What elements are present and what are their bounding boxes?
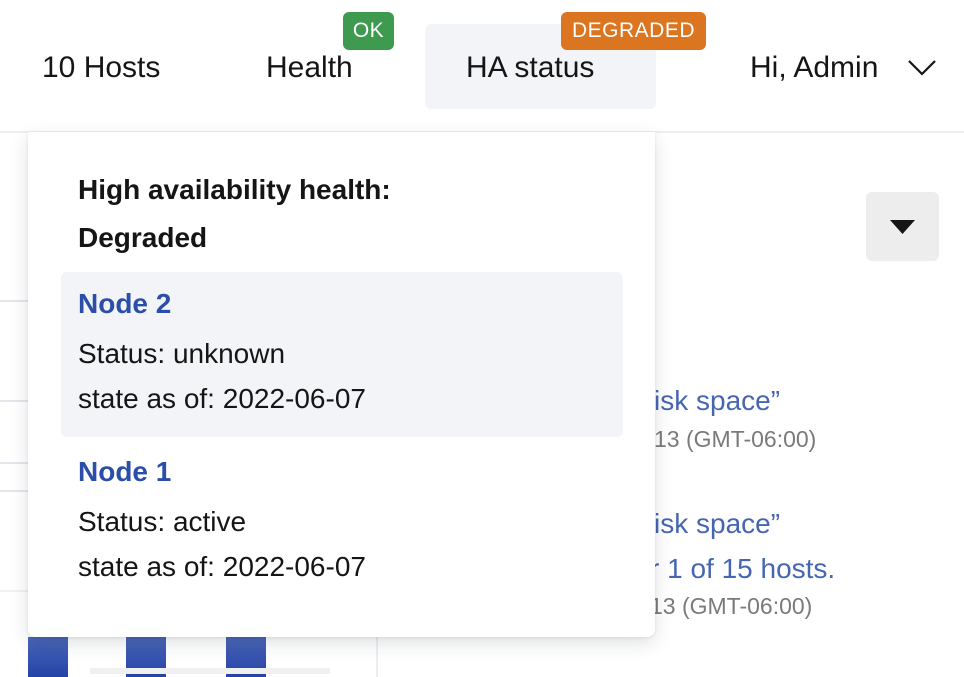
grid-line [0,400,30,402]
node-item-node-1[interactable]: Node 1 Status: active state as of: 2022-… [61,440,623,605]
node-name[interactable]: Node 2 [78,288,172,319]
node-name[interactable]: Node 1 [78,456,172,487]
chart-bar [28,637,68,677]
divider [90,668,330,674]
chevron-down-icon[interactable] [907,58,937,78]
dropdown-button[interactable] [866,192,939,261]
caret-down-icon [890,220,915,234]
health-ok-badge: OK [343,12,394,50]
event-time: 13 (GMT-06:00) [650,593,813,619]
popover-title: High availability health: Degraded [78,166,391,262]
event-link-line2[interactable]: r 1 of 15 hosts. [650,553,836,584]
user-menu-toggle[interactable]: Hi, Admin [750,51,879,84]
grid-line [0,490,30,492]
node-state-date: state as of: 2022-06-07 [78,551,366,582]
popover-title-status: Degraded [78,222,208,253]
node-item-node-2[interactable]: Node 2 Status: unknown state as of: 2022… [61,272,623,437]
node-status: Status: active [78,506,247,537]
event-link[interactable]: isk space” [654,508,781,539]
tab-health[interactable]: Health [266,51,353,84]
event-link[interactable]: isk space” [654,385,781,416]
ha-status-popover: High availability health: Degraded Node … [28,132,655,637]
tab-ha-status[interactable]: HA status [466,51,595,84]
popover-title-line1: High availability health: [78,174,391,205]
node-status: Status: unknown [78,338,286,369]
grid-line [0,462,30,464]
grid-line [0,590,30,592]
tab-hosts[interactable]: 10 Hosts [42,51,161,84]
ha-degraded-badge: DEGRADED [561,12,706,50]
divider [376,637,378,677]
node-state-date: state as of: 2022-06-07 [78,383,366,414]
event-time: 13 (GMT-06:00) [654,426,817,452]
grid-line [0,300,30,302]
